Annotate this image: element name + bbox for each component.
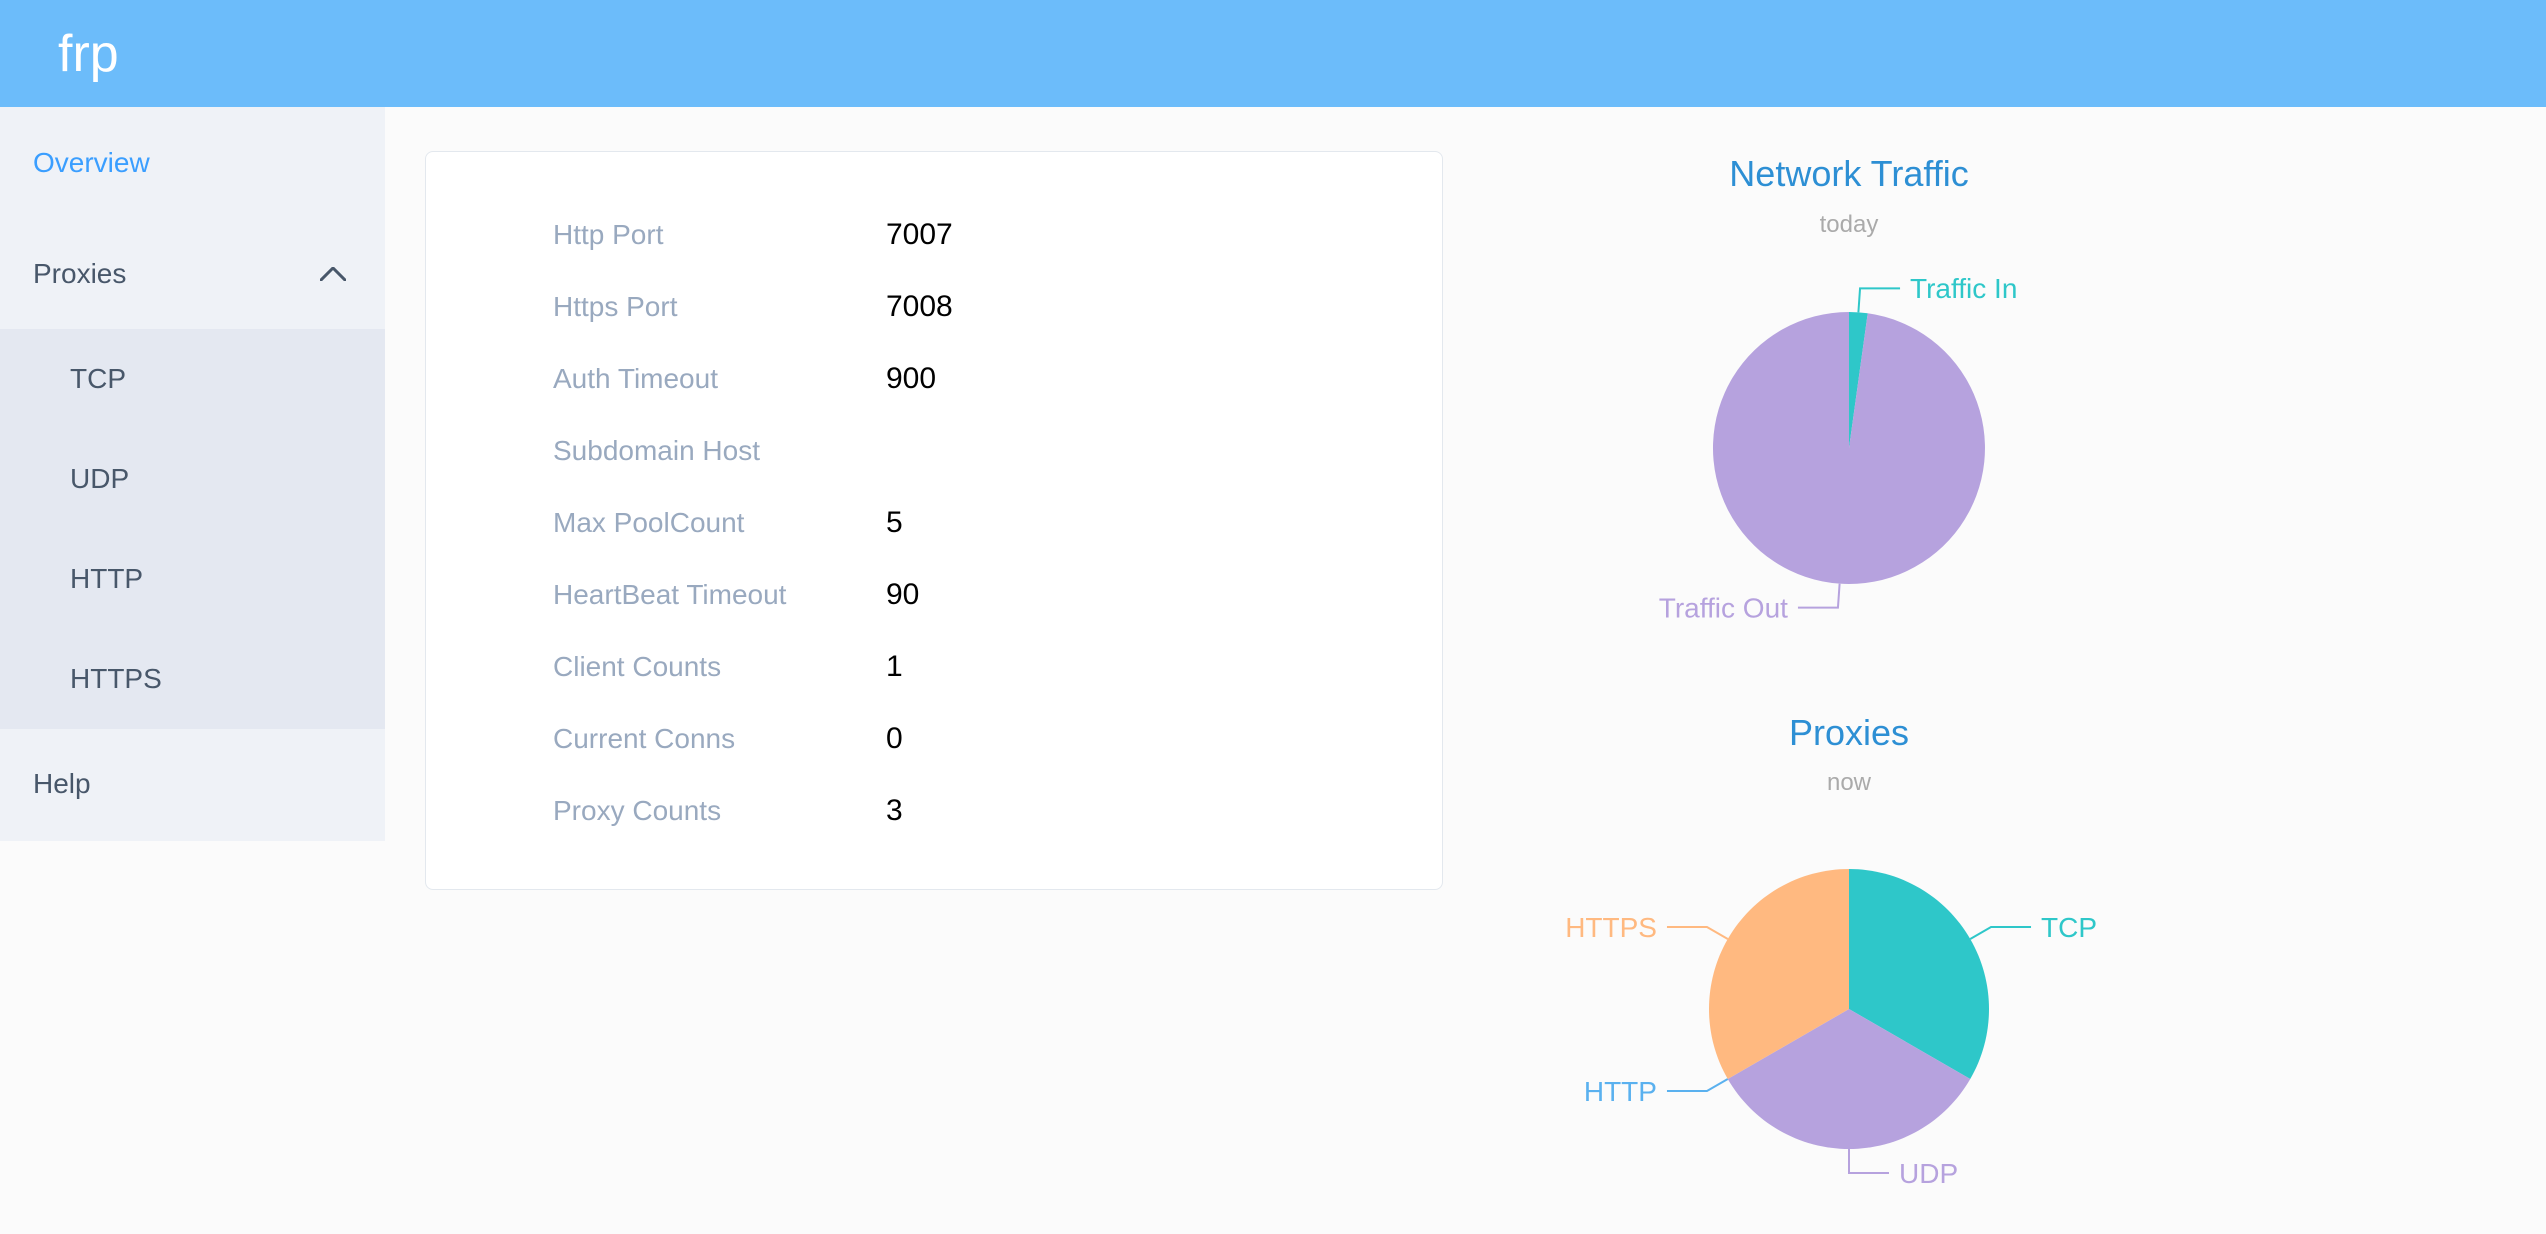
sidebar-item-label: Overview bbox=[33, 147, 150, 178]
info-label: Http Port bbox=[553, 219, 664, 250]
pie-label-line bbox=[1797, 583, 1841, 609]
pie-slice-tcp bbox=[1849, 869, 1989, 1079]
info-row-auth-timeout: Auth Timeout 900 bbox=[426, 343, 1442, 415]
info-row-max-poolcount: Max PoolCount 5 bbox=[426, 487, 1442, 559]
info-label: Https Port bbox=[553, 291, 678, 322]
sidebar-item-http[interactable]: HTTP bbox=[70, 563, 144, 594]
info-label: Proxy Counts bbox=[553, 795, 722, 826]
app-logo: frp bbox=[58, 24, 119, 83]
info-row-subdomain-host: Subdomain Host bbox=[426, 415, 1442, 487]
pie-slice-traffic-in bbox=[1849, 312, 1868, 448]
network-traffic-title: Network Traffic bbox=[1729, 153, 1969, 194]
sidebar-item-proxies[interactable]: Proxies bbox=[0, 218, 385, 329]
info-value: 90 bbox=[886, 578, 920, 611]
server-info-card: Http Port 7007 Https Port 7008 Auth Time… bbox=[425, 151, 1443, 890]
info-value: 3 bbox=[886, 794, 903, 827]
sidebar-item-label: Help bbox=[33, 768, 91, 799]
chevron-up-icon bbox=[320, 266, 346, 281]
proxies-pie-chart: TCP UDP HTTP HTTPS bbox=[1565, 869, 2097, 1189]
pie-label: HTTPS bbox=[1565, 912, 1657, 943]
pie-label: TCP bbox=[2041, 912, 2097, 943]
pie-slice-https bbox=[1709, 869, 1849, 1079]
pie-slice-udp bbox=[1727, 1009, 1971, 1149]
pie-label-line bbox=[1848, 1149, 1889, 1174]
info-value: 5 bbox=[886, 506, 903, 539]
info-label: HeartBeat Timeout bbox=[553, 579, 787, 610]
info-row-https-port: Https Port 7008 bbox=[426, 271, 1442, 343]
pie-label: HTTP bbox=[1584, 1076, 1657, 1107]
pie-label-line bbox=[1969, 926, 2032, 940]
info-row-proxy-counts: Proxy Counts 3 bbox=[426, 775, 1442, 847]
info-row-current-conns: Current Conns 0 bbox=[426, 703, 1442, 775]
app-header: frp bbox=[0, 0, 2546, 107]
info-value: 1 bbox=[886, 650, 903, 683]
pie-label: Traffic Out bbox=[1659, 592, 1788, 623]
info-label: Max PoolCount bbox=[553, 507, 745, 538]
info-value: 7008 bbox=[886, 290, 953, 323]
info-value: 7007 bbox=[886, 218, 953, 251]
sidebar: Overview Proxies TCP UDP HTTP HTTPS Help bbox=[0, 107, 385, 841]
info-row-heartbeat-timeout: HeartBeat Timeout 90 bbox=[426, 559, 1442, 631]
pie-label: UDP bbox=[1899, 1158, 1958, 1189]
sidebar-item-udp[interactable]: UDP bbox=[70, 463, 130, 494]
sidebar-item-overview[interactable]: Overview bbox=[0, 107, 385, 218]
info-label: Auth Timeout bbox=[553, 363, 718, 394]
proxies-chart-title: Proxies bbox=[1788, 712, 1910, 753]
info-label: Subdomain Host bbox=[553, 435, 761, 466]
pie-label: Traffic In bbox=[1910, 273, 2017, 304]
sidebar-item-https[interactable]: HTTPS bbox=[70, 663, 162, 694]
network-traffic-pie-chart: Traffic In Traffic Out bbox=[1659, 273, 2018, 623]
info-row-http-port: Http Port 7007 bbox=[426, 199, 1442, 271]
proxies-chart-subtitle: now bbox=[1826, 769, 1872, 796]
info-value: 900 bbox=[886, 362, 937, 395]
info-row-client-counts: Client Counts 1 bbox=[426, 631, 1442, 703]
info-label: Current Conns bbox=[553, 723, 736, 754]
network-traffic-subtitle: today bbox=[1819, 211, 1879, 238]
proxies-submenu: TCP UDP HTTP HTTPS bbox=[0, 329, 385, 729]
pie-label-line bbox=[1666, 926, 1729, 940]
info-value: 0 bbox=[886, 722, 903, 755]
sidebar-item-help[interactable]: Help bbox=[0, 729, 385, 839]
pie-label-line bbox=[1857, 287, 1901, 313]
info-label: Client Counts bbox=[553, 651, 722, 682]
sidebar-item-label: Proxies bbox=[33, 258, 127, 289]
pie-slice-traffic-out bbox=[1712, 312, 1985, 584]
sidebar-item-tcp[interactable]: TCP bbox=[70, 363, 126, 394]
pie-label-line bbox=[1666, 1078, 1729, 1092]
